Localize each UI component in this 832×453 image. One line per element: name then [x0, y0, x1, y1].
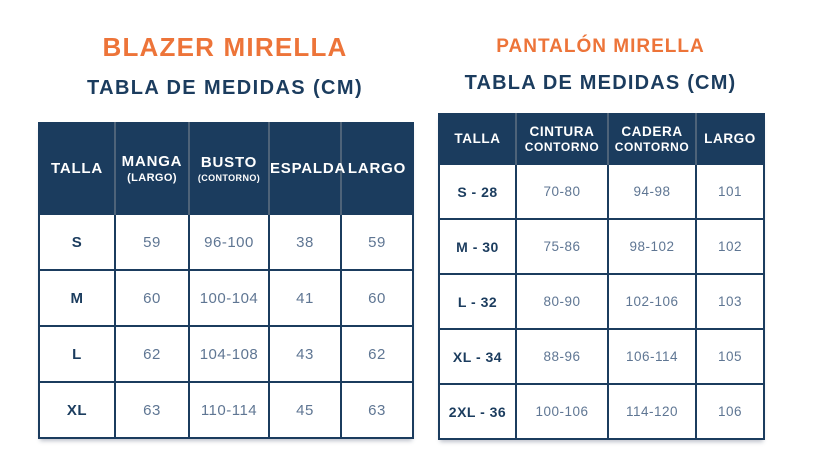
- value-cell-largo: 59: [340, 213, 414, 271]
- value-cell-busto: 104-108: [188, 325, 270, 383]
- value-cell-cintura: 70-80: [515, 163, 609, 220]
- value-cell-manga: 62: [114, 325, 190, 383]
- value-cell-largo: 102: [695, 218, 765, 275]
- table-row-s28: S - 28 70-80 94-98 101: [438, 163, 765, 220]
- value-cell-largo: 63: [340, 381, 414, 439]
- pantalon-header-row: TALLA CINTURA CONTORNO CADERA CONTORNO L…: [439, 114, 764, 164]
- value-cell-cintura: 75-86: [515, 218, 609, 275]
- blazer-header-row: TALLA MANGA (LARGO) BUSTO (CONTORNO) ESP…: [39, 123, 413, 214]
- value-cell-espalda: 41: [268, 269, 342, 327]
- table-row-m: M 60 100-104 41 60: [38, 269, 414, 327]
- header-label: ESPALDA: [270, 159, 347, 177]
- header-busto: BUSTO (CONTORNO): [188, 123, 269, 214]
- size-cell: M: [38, 269, 116, 327]
- header-sublabel: CONTORNO: [524, 140, 600, 155]
- header-manga: MANGA (LARGO): [114, 123, 189, 214]
- header-largo: LARGO: [695, 114, 764, 164]
- size-cell: S - 28: [438, 163, 517, 220]
- blazer-subtitle: TABLA DE MEDIDAS (CM): [86, 77, 364, 99]
- size-cell: L - 32: [438, 273, 517, 330]
- table-row-xl: XL 63 110-114 45 63: [38, 381, 414, 439]
- table-row-xl34: XL - 34 88-96 106-114 105: [438, 328, 765, 385]
- value-cell-manga: 59: [114, 213, 190, 271]
- value-cell-busto: 110-114: [188, 381, 270, 439]
- value-cell-manga: 63: [114, 381, 190, 439]
- value-cell-busto: 96-100: [188, 213, 270, 271]
- pantalon-title: PANTALÓN MIRELLA: [496, 36, 705, 57]
- size-cell: XL - 34: [438, 328, 517, 385]
- header-cintura: CINTURA CONTORNO: [515, 114, 608, 164]
- blazer-size-table: TALLA MANGA (LARGO) BUSTO (CONTORNO) ESP…: [38, 122, 414, 439]
- value-cell-cintura: 100-106: [515, 383, 609, 440]
- value-cell-largo: 60: [340, 269, 414, 327]
- header-sublabel: (LARGO): [127, 172, 177, 185]
- header-label: MANGA: [121, 152, 183, 170]
- pantalon-panel: PANTALÓN MIRELLA TABLA DE MEDIDAS (CM) T…: [438, 0, 765, 453]
- header-label: LARGO: [347, 159, 407, 177]
- size-cell: S: [38, 213, 116, 271]
- header-sublabel: (CONTORNO): [197, 173, 261, 184]
- value-cell-busto: 100-104: [188, 269, 270, 327]
- value-cell-cadera: 114-120: [607, 383, 697, 440]
- value-cell-manga: 60: [114, 269, 190, 327]
- value-cell-cintura: 88-96: [515, 328, 609, 385]
- value-cell-largo: 103: [695, 273, 765, 330]
- value-cell-espalda: 45: [268, 381, 342, 439]
- pantalon-size-table: TALLA CINTURA CONTORNO CADERA CONTORNO L…: [438, 113, 765, 440]
- header-talla: TALLA: [439, 114, 516, 164]
- size-cell: L: [38, 325, 116, 383]
- table-row-s: S 59 96-100 38 59: [38, 213, 414, 271]
- header-label: LARGO: [704, 131, 756, 147]
- value-cell-cadera: 94-98: [607, 163, 697, 220]
- header-cadera: CADERA CONTORNO: [607, 114, 696, 164]
- header-label: TALLA: [50, 159, 104, 177]
- blazer-title: BLAZER MIRELLA: [102, 32, 348, 62]
- table-row-l: L 62 104-108 43 62: [38, 325, 414, 383]
- header-talla: TALLA: [39, 123, 115, 214]
- value-cell-espalda: 43: [268, 325, 342, 383]
- header-sublabel: CONTORNO: [614, 140, 690, 155]
- value-cell-largo: 106: [695, 383, 765, 440]
- header-largo: LARGO: [340, 123, 413, 214]
- size-cell: M - 30: [438, 218, 517, 275]
- blazer-panel: BLAZER MIRELLA TABLA DE MEDIDAS (CM) TAL…: [38, 0, 414, 453]
- pantalon-subtitle: TABLA DE MEDIDAS (CM): [464, 72, 737, 94]
- value-cell-cintura: 80-90: [515, 273, 609, 330]
- value-cell-cadera: 102-106: [607, 273, 697, 330]
- value-cell-cadera: 98-102: [607, 218, 697, 275]
- table-row-2xl36: 2XL - 36 100-106 114-120 106: [438, 383, 765, 440]
- table-row-l32: L - 32 80-90 102-106 103: [438, 273, 765, 330]
- size-cell: 2XL - 36: [438, 383, 517, 440]
- header-label: CADERA: [621, 123, 683, 139]
- header-label: TALLA: [454, 131, 501, 147]
- value-cell-largo: 105: [695, 328, 765, 385]
- value-cell-largo: 101: [695, 163, 765, 220]
- table-row-m30: M - 30 75-86 98-102 102: [438, 218, 765, 275]
- header-espalda: ESPALDA: [268, 123, 347, 214]
- header-label: CINTURA: [529, 123, 595, 139]
- size-cell: XL: [38, 381, 116, 439]
- header-label: BUSTO: [200, 153, 258, 171]
- value-cell-cadera: 106-114: [607, 328, 697, 385]
- value-cell-espalda: 38: [268, 213, 342, 271]
- value-cell-largo: 62: [340, 325, 414, 383]
